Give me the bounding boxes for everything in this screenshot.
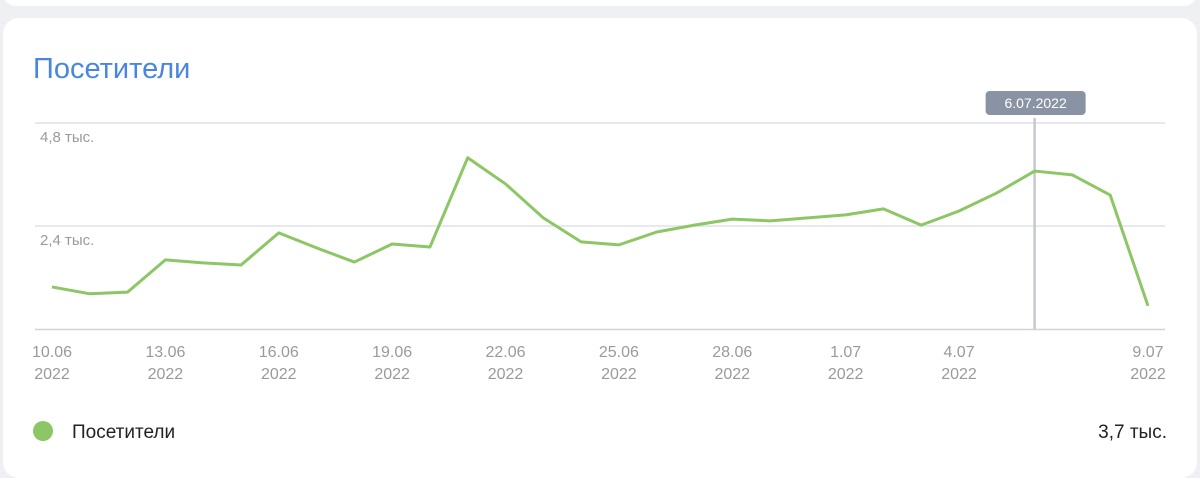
x-tick-label: 1.07 2022 — [827, 344, 864, 383]
legend-marker — [33, 421, 53, 441]
chart: Посетители 2,4 тыс. 4,8 тыс. 6.07.2022 Посе… — [33, 53, 1167, 443]
x-tick-label: 4.07 2022 — [941, 344, 977, 383]
x-tick-label: 22.06 2022 — [485, 344, 526, 383]
y-tick-label: 4,8 тыс. — [40, 129, 94, 146]
legend-label: Посетители — [72, 422, 175, 443]
x-tick-label: 13.06 2022 — [145, 344, 186, 383]
tooltip-box — [985, 91, 1086, 115]
x-tick-label: 9.07 2022 — [1130, 344, 1166, 383]
x-tick-label: 16.06 2022 — [258, 344, 299, 383]
x-tick-label: 25.06 2022 — [598, 344, 639, 383]
tooltip-label: 6.07.2022 — [1004, 95, 1066, 111]
legend-value: 3,7 тыс. — [1098, 422, 1167, 443]
top-card — [3, 0, 1197, 6]
chart-title: Посетители — [33, 53, 190, 85]
y-tick-label: 2,4 тыс. — [40, 232, 94, 249]
x-tick-label: 19.06 2022 — [372, 344, 413, 383]
series-line — [51, 156, 1150, 307]
x-tick-label: 28.06 2022 — [712, 344, 753, 383]
x-tick-label: 10.06 2022 — [31, 344, 73, 383]
page: {"chart_data": {"type": "line", "title":… — [3, 0, 1197, 478]
